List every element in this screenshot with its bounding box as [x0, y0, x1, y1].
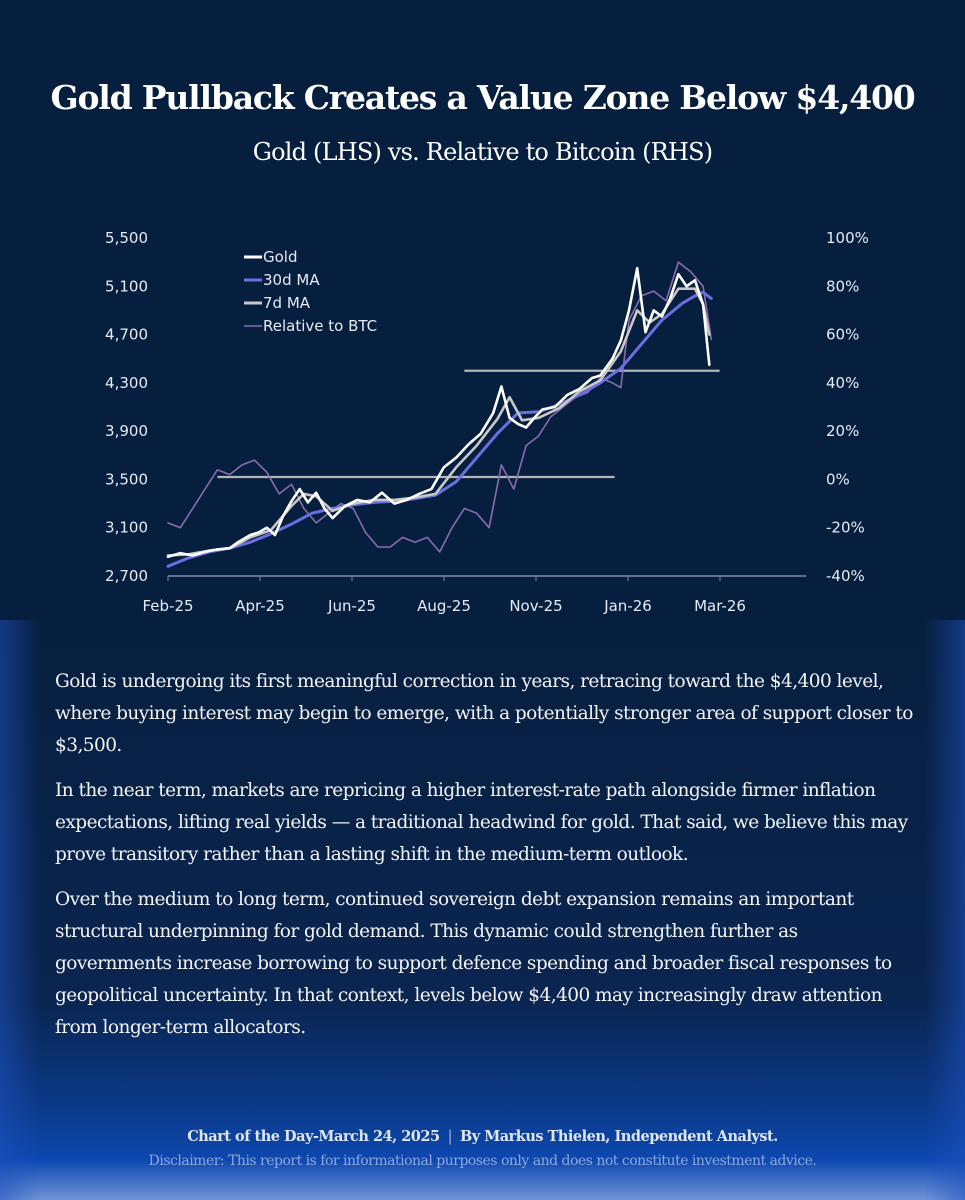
right-tick-label: -40%: [826, 567, 865, 585]
right-tick-label: 20%: [826, 422, 859, 440]
legend-label: Gold: [263, 248, 298, 266]
x-tick-label: Jun-25: [327, 597, 376, 615]
relative-to-btc-line: [167, 261, 713, 553]
left-axis-ticks: 2,700 3,100 3,500 3,900 4,300 4,700 5,100 5,500: [105, 229, 148, 585]
right-tick-label: 40%: [826, 374, 859, 392]
chart-legend: Gold 30d MA 7d MA Relative to BTC: [244, 248, 377, 335]
x-tick-label: Feb-25: [142, 597, 193, 615]
left-tick-label: 2,700: [105, 567, 148, 585]
gold-line: [166, 266, 711, 559]
left-tick-label: 3,100: [105, 519, 148, 537]
chart-of-day-label: Chart of the Day-March 24, 2025: [187, 1128, 440, 1145]
right-tick-label: 60%: [826, 326, 859, 344]
right-tick-label: 80%: [826, 277, 859, 295]
left-tick-label: 3,500: [105, 470, 148, 488]
left-tick-label: 5,100: [105, 277, 148, 295]
ma30-line: [166, 290, 713, 568]
gold-vs-btc-chart: 2,700 3,100 3,500 3,900 4,300 4,700 5,100 5,500…: [105, 229, 869, 615]
x-axis-ticks: Feb-25 Apr-25 Jun-25 Aug-25 Nov-25 Jan-26 Mar-…: [142, 576, 746, 615]
chart-subtitle: Gold (LHS) vs. Relative to Bitcoin (RHS): [252, 138, 713, 166]
ma7-line: [166, 287, 711, 557]
left-tick-label: 3,900: [105, 422, 148, 440]
disclaimer: Disclaimer: This report is for informati…: [148, 1153, 817, 1169]
page-title: Gold Pullback Creates a Value Zone Below…: [50, 78, 915, 117]
left-tick-label: 4,700: [105, 326, 148, 344]
right-tick-label: 100%: [826, 229, 869, 247]
paragraph-3: Over the medium to long term, continued …: [55, 889, 892, 1038]
x-tick-label: Nov-25: [509, 597, 562, 615]
x-tick-label: Aug-25: [417, 597, 471, 615]
footer-separator: |: [447, 1129, 453, 1145]
legend-label: 7d MA: [263, 294, 311, 312]
x-tick-label: Mar-26: [694, 597, 746, 615]
left-tick-label: 4,300: [105, 374, 148, 392]
footer-credit: Chart of the Day-March 24, 2025 | By Marku…: [0, 1128, 965, 1145]
reference-lines: [217, 369, 720, 479]
left-tick-label: 5,500: [105, 229, 148, 247]
legend-label: 30d MA: [263, 271, 320, 289]
right-axis-ticks: -40% -20% 0% 20% 40% 60% 80% 100%: [826, 229, 869, 585]
x-tick-label: Jan-26: [603, 597, 652, 615]
right-tick-label: 0%: [826, 470, 850, 488]
commentary: Gold is undergoing its first meaningful …: [55, 666, 915, 1057]
x-tick-label: Apr-25: [235, 597, 285, 615]
paragraph-1: Gold is undergoing its first meaningful …: [55, 671, 913, 756]
series-layer: [166, 261, 713, 568]
author-byline: By Markus Thielen, Independent Analyst.: [459, 1128, 778, 1145]
paragraph-2: In the near term, markets are repricing …: [55, 780, 908, 865]
legend-label: Relative to BTC: [263, 317, 377, 335]
right-tick-label: -20%: [826, 519, 865, 537]
